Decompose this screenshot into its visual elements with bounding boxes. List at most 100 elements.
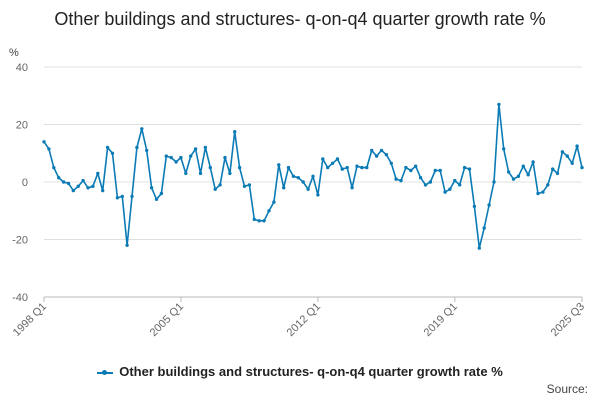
data-point xyxy=(247,183,252,187)
data-point xyxy=(198,171,203,176)
y-tick-label: 20 xyxy=(16,120,28,132)
data-point xyxy=(218,183,222,187)
data-series xyxy=(42,102,584,250)
data-point xyxy=(42,140,46,144)
data-point xyxy=(169,155,173,160)
y-tick-label: 0 xyxy=(22,177,28,189)
data-point xyxy=(467,167,472,171)
data-point xyxy=(223,155,227,160)
data-point xyxy=(526,173,530,177)
x-tick-label: 2012 Q1 xyxy=(285,301,323,339)
data-point xyxy=(575,144,579,148)
data-point xyxy=(110,151,115,155)
data-point xyxy=(61,180,66,184)
legend[interactable]: Other buildings and structures- q-on-q4 … xyxy=(0,364,600,379)
data-point xyxy=(521,164,525,168)
data-point xyxy=(433,168,437,173)
data-point xyxy=(404,165,408,170)
data-point xyxy=(228,171,232,176)
data-point xyxy=(120,194,125,199)
data-point xyxy=(340,167,344,171)
data-point xyxy=(502,147,506,151)
data-point xyxy=(536,191,540,196)
data-point xyxy=(81,178,85,183)
data-point xyxy=(423,183,428,187)
data-point xyxy=(164,154,168,158)
legend-label: Other buildings and structures- q-on-q4 … xyxy=(119,364,503,379)
data-point xyxy=(360,165,364,170)
data-point xyxy=(286,165,291,170)
data-point xyxy=(511,177,516,181)
data-point xyxy=(257,219,261,223)
data-point xyxy=(47,147,51,151)
data-point xyxy=(477,246,481,250)
data-point xyxy=(242,184,247,188)
data-point xyxy=(149,186,154,190)
data-point xyxy=(438,168,442,173)
data-point xyxy=(267,209,271,213)
data-point xyxy=(52,165,56,170)
data-point xyxy=(472,204,477,209)
y-axis-label: % xyxy=(9,47,19,59)
data-point xyxy=(159,191,164,196)
data-point xyxy=(497,102,501,107)
data-point xyxy=(272,200,276,204)
data-point xyxy=(443,190,447,194)
data-point xyxy=(91,184,95,188)
data-point xyxy=(458,183,462,187)
y-axis-ticks: % 40 20 0 -20 -40 xyxy=(9,47,28,304)
data-point xyxy=(179,155,183,160)
data-point xyxy=(282,186,286,190)
data-point xyxy=(482,226,486,230)
data-point xyxy=(345,165,349,170)
data-point xyxy=(560,150,565,154)
data-point xyxy=(316,193,320,197)
data-point xyxy=(203,145,208,150)
data-point xyxy=(57,176,61,180)
data-point xyxy=(379,148,384,153)
data-point xyxy=(541,190,545,194)
data-point xyxy=(125,243,129,247)
data-point xyxy=(237,165,242,170)
y-tick-label: 40 xyxy=(16,62,28,74)
gridlines xyxy=(44,66,582,298)
data-point xyxy=(208,165,212,170)
data-point xyxy=(531,160,535,164)
x-tick-label: 1998 Q1 xyxy=(11,301,49,339)
legend-line-marker-icon xyxy=(97,369,114,375)
data-point xyxy=(71,188,76,193)
data-point xyxy=(370,148,374,153)
x-axis: 1998 Q1 2005 Q1 2012 Q1 2019 Q1 2025 Q3 xyxy=(11,296,587,339)
source-label: Source: xyxy=(546,382,588,396)
x-tick-label: 2019 Q1 xyxy=(422,301,460,339)
data-point xyxy=(448,187,452,191)
data-point xyxy=(101,188,105,193)
data-point xyxy=(306,187,310,191)
data-point xyxy=(105,145,110,150)
data-point xyxy=(291,174,296,178)
data-point xyxy=(570,161,574,165)
data-point xyxy=(213,187,217,191)
data-point xyxy=(565,154,569,158)
data-point xyxy=(174,160,178,164)
data-point xyxy=(365,165,369,170)
data-point xyxy=(374,154,379,158)
data-point xyxy=(115,196,120,200)
data-point xyxy=(428,180,433,184)
data-point xyxy=(350,186,354,190)
data-point xyxy=(492,180,496,184)
data-point xyxy=(184,171,188,176)
data-point xyxy=(76,184,80,188)
data-point xyxy=(389,161,393,165)
data-point xyxy=(330,161,335,165)
data-point xyxy=(296,176,300,180)
data-point xyxy=(193,147,198,151)
data-point xyxy=(418,176,423,180)
data-point xyxy=(145,148,149,153)
data-point xyxy=(355,164,359,168)
data-point xyxy=(414,164,418,168)
data-point xyxy=(233,130,237,134)
data-point xyxy=(555,171,560,176)
data-point xyxy=(335,157,340,161)
